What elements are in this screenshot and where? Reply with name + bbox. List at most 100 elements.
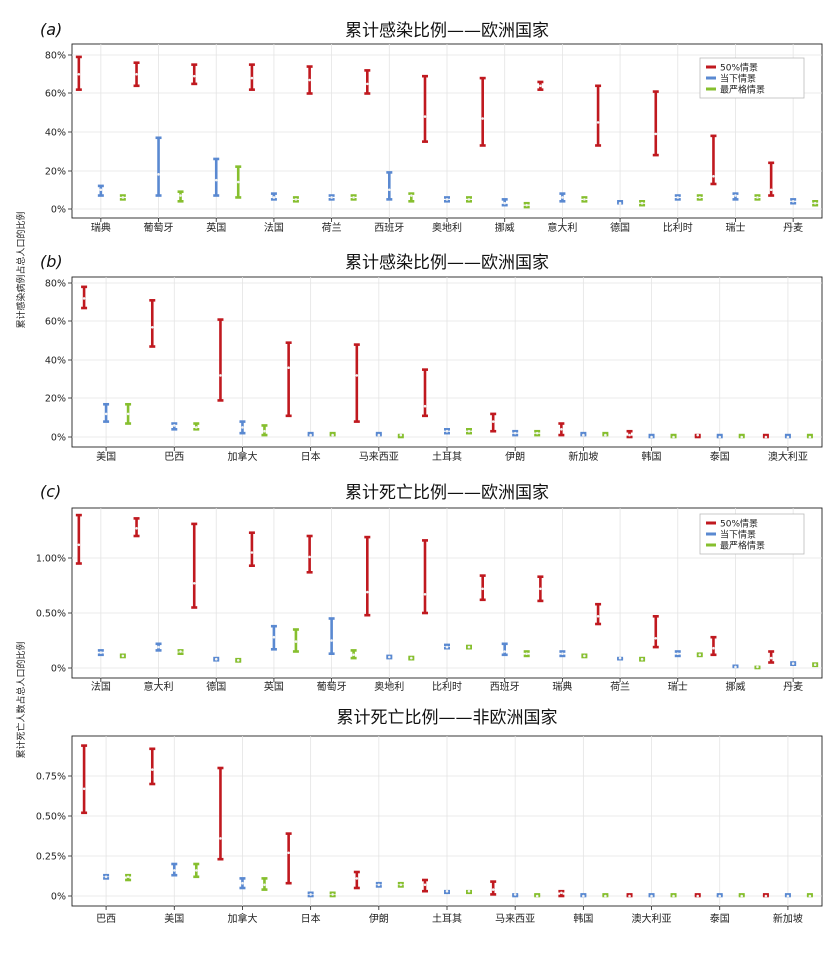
median-point-current <box>513 431 517 435</box>
median-point-strict <box>399 883 403 887</box>
x-tick-label: 日本 <box>301 912 321 925</box>
median-point-50 <box>366 82 369 86</box>
median-point-strict <box>331 433 334 437</box>
median-point-current <box>214 657 218 661</box>
median-point-50 <box>769 656 773 660</box>
y-tick-label: 80% <box>45 279 66 290</box>
x-tick-label: 新加坡 <box>773 912 803 925</box>
median-point-50 <box>150 325 154 329</box>
panel-label: (a) <box>40 20 62 39</box>
median-point-50 <box>696 894 700 898</box>
x-tick-label: 比利时 <box>432 681 462 693</box>
x-tick-label: 澳大利亚 <box>632 912 672 925</box>
x-tick-label: 奥地利 <box>374 680 404 693</box>
x-tick-label: 加拿大 <box>227 450 257 463</box>
median-point-current <box>618 201 622 205</box>
x-tick-label: 美国 <box>164 912 184 925</box>
median-point-strict <box>756 665 759 669</box>
median-point-strict <box>467 889 471 893</box>
x-tick-label: 巴西 <box>96 913 116 925</box>
median-point-current <box>99 188 103 192</box>
x-tick-label: 丹麦 <box>783 681 803 693</box>
median-point-strict <box>399 433 403 437</box>
x-tick-label: 法国 <box>264 221 284 234</box>
median-point-current <box>172 424 176 427</box>
x-tick-label: 奥地利 <box>432 221 462 234</box>
median-point-current <box>157 173 160 176</box>
median-point-current <box>272 635 276 639</box>
median-point-50 <box>712 646 715 650</box>
median-point-strict <box>126 875 130 879</box>
median-point-current <box>445 198 449 201</box>
median-point-current <box>241 426 244 429</box>
median-point-current <box>786 894 790 898</box>
x-tick-label: 土耳其 <box>432 912 462 925</box>
median-point-strict <box>813 201 817 205</box>
median-point-current <box>377 883 381 887</box>
median-point-strict <box>179 650 182 653</box>
median-point-strict <box>194 426 198 429</box>
median-point-50 <box>308 78 311 82</box>
median-point-50 <box>654 637 658 640</box>
legend-box <box>699 57 805 99</box>
median-point-strict <box>467 198 471 201</box>
legend-box <box>699 513 805 555</box>
x-tick-label: 新加坡 <box>568 450 598 463</box>
median-point-current <box>157 645 160 649</box>
median-point-current <box>618 656 622 660</box>
x-tick-label: 意大利 <box>144 680 174 693</box>
median-point-50 <box>82 297 86 300</box>
median-point-50 <box>696 433 700 437</box>
median-point-current <box>582 894 585 898</box>
x-tick-label: 挪威 <box>725 680 745 693</box>
median-point-current <box>791 200 795 203</box>
median-point-50 <box>764 435 768 439</box>
median-point-50 <box>764 894 768 898</box>
x-tick-label: 泰国 <box>710 912 730 925</box>
median-point-50 <box>219 837 222 840</box>
x-tick-label: 日本 <box>301 450 321 463</box>
x-tick-label: 美国 <box>96 450 116 463</box>
median-point-50 <box>82 787 86 791</box>
x-tick-label: 马来西亚 <box>495 913 535 925</box>
median-point-strict <box>698 196 702 199</box>
median-point-50 <box>712 174 715 178</box>
x-tick-label: 韩国 <box>642 450 662 463</box>
median-point-50 <box>423 404 427 408</box>
median-point-50 <box>192 74 196 78</box>
median-point-current <box>718 894 722 898</box>
median-point-strict <box>294 640 298 643</box>
median-point-current <box>734 665 737 669</box>
median-point-current <box>791 662 795 665</box>
median-point-50 <box>560 428 563 431</box>
median-point-current <box>786 435 790 439</box>
median-point-50 <box>355 374 359 377</box>
median-point-50 <box>423 593 427 596</box>
y-axis-label-infection: 累计感染病例占总人口的比例 <box>15 211 27 328</box>
chart-title: 累计死亡比例——欧洲国家 <box>345 483 549 503</box>
y-tick-label: 20% <box>45 394 66 405</box>
legend-label: 50%情景 <box>720 62 758 74</box>
median-point-50 <box>481 587 484 591</box>
y-tick-label: 40% <box>45 356 66 367</box>
median-point-strict <box>236 659 240 662</box>
median-point-strict <box>808 894 812 898</box>
median-point-current <box>104 412 108 416</box>
x-tick-label: 西班牙 <box>490 681 520 693</box>
median-point-strict <box>698 653 702 657</box>
median-point-strict <box>583 654 586 658</box>
x-tick-label: 英国 <box>264 680 284 693</box>
median-point-current <box>718 435 722 439</box>
y-tick-label: 80% <box>45 51 66 62</box>
median-point-current <box>241 881 244 885</box>
median-point-strict <box>640 657 644 661</box>
median-point-strict <box>121 196 125 199</box>
x-tick-label: 意大利 <box>547 221 577 234</box>
y-tick-label: 0.75% <box>36 772 66 783</box>
panel-label: (b) <box>40 252 63 271</box>
median-point-strict <box>126 412 130 416</box>
y-tick-label: 1.00% <box>36 554 66 565</box>
median-point-strict <box>604 433 607 437</box>
median-point-current <box>513 893 517 896</box>
